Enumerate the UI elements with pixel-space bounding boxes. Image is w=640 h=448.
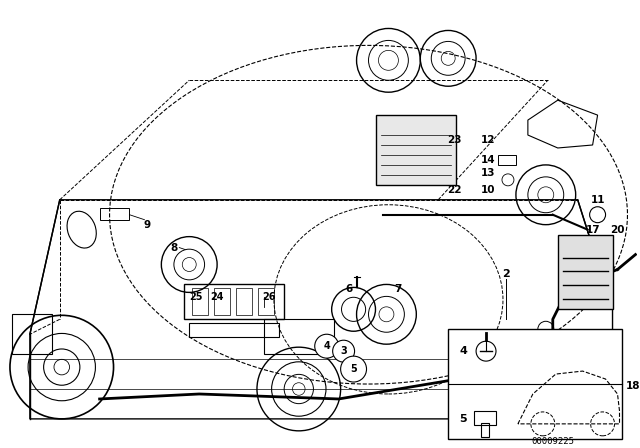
Text: 22: 22 <box>447 185 461 195</box>
Bar <box>258 289 274 315</box>
Bar <box>189 323 279 337</box>
Text: 2: 2 <box>502 269 510 280</box>
Bar <box>192 289 208 315</box>
Text: 9: 9 <box>144 220 151 230</box>
Circle shape <box>333 340 355 362</box>
Bar <box>264 319 333 354</box>
Bar <box>474 411 496 425</box>
Bar <box>557 235 612 309</box>
Text: 8: 8 <box>171 242 178 253</box>
Text: 16: 16 <box>604 381 618 391</box>
Bar <box>448 329 623 439</box>
Text: 15: 15 <box>579 381 594 391</box>
Bar <box>236 289 252 315</box>
Circle shape <box>340 356 367 382</box>
Text: 17: 17 <box>586 224 601 235</box>
Text: 20: 20 <box>611 224 625 235</box>
Text: 6: 6 <box>345 284 352 294</box>
Bar <box>12 314 52 354</box>
Bar <box>481 423 489 437</box>
Text: 4: 4 <box>323 341 330 351</box>
Text: 1: 1 <box>504 429 512 439</box>
Bar <box>184 284 284 319</box>
Text: 24: 24 <box>211 293 224 302</box>
Bar <box>100 208 129 220</box>
Bar <box>376 115 456 185</box>
Text: 7: 7 <box>395 284 402 294</box>
Text: 21: 21 <box>532 381 547 391</box>
Text: 00009225: 00009225 <box>531 437 574 446</box>
Circle shape <box>315 334 339 358</box>
Text: 14: 14 <box>481 155 495 165</box>
Bar <box>538 356 553 374</box>
Text: 19: 19 <box>557 381 571 391</box>
Text: 23: 23 <box>447 135 461 145</box>
Text: 13: 13 <box>481 168 495 178</box>
Text: 5: 5 <box>350 364 357 374</box>
Text: 3: 3 <box>340 346 347 356</box>
Text: 5: 5 <box>460 414 467 424</box>
Text: 11: 11 <box>590 195 605 205</box>
Bar <box>214 289 230 315</box>
Text: 4: 4 <box>459 346 467 356</box>
Text: 18: 18 <box>626 381 640 391</box>
Text: 10: 10 <box>481 185 495 195</box>
Bar <box>498 155 516 165</box>
Text: 26: 26 <box>262 293 276 302</box>
Text: 12: 12 <box>481 135 495 145</box>
Text: 25: 25 <box>189 293 203 302</box>
